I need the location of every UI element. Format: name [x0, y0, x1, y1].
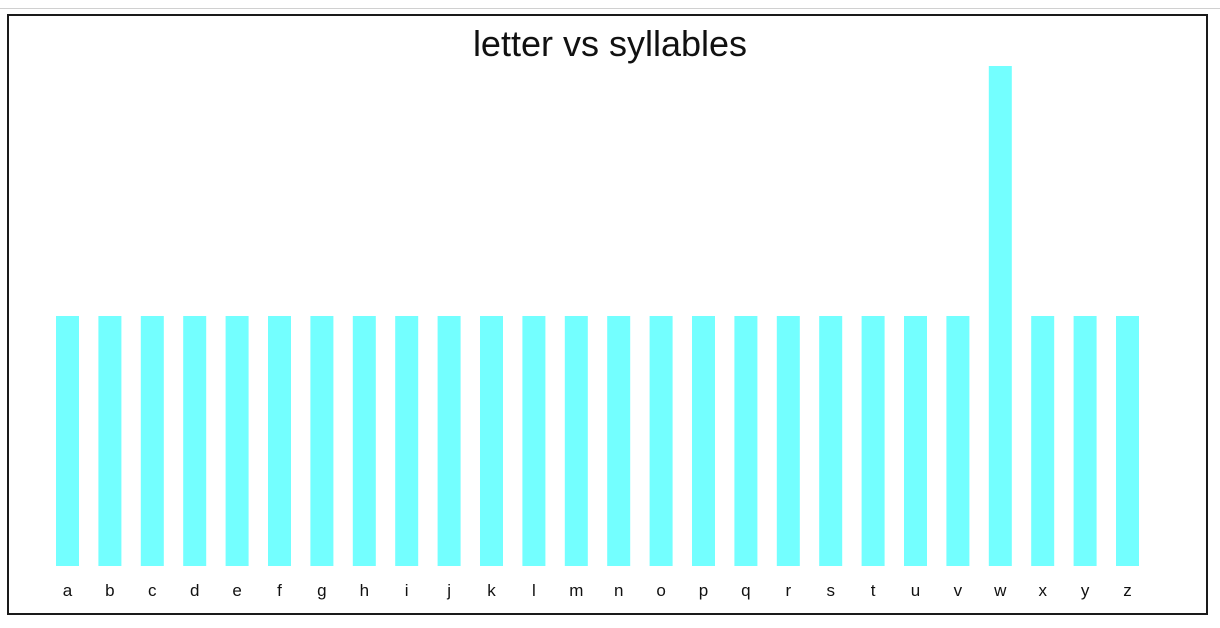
tick-label-p: p [699, 581, 708, 600]
tick-label-a: a [63, 581, 73, 600]
tick-label-g: g [317, 581, 326, 600]
tick-label-j: j [446, 581, 451, 600]
bar-k [480, 316, 503, 566]
tick-label-u: u [911, 581, 920, 600]
bar-y [1073, 316, 1097, 566]
bar-v [946, 316, 970, 566]
bar-b [98, 316, 122, 566]
bar-s [819, 316, 843, 566]
bar-t [861, 316, 885, 566]
tick-label-f: f [277, 581, 282, 600]
tick-label-l: l [532, 581, 536, 600]
chart-title: letter vs syllables [472, 23, 748, 64]
bar-n [607, 316, 631, 566]
tick-label-x: x [1038, 581, 1047, 600]
bar-m [564, 316, 588, 566]
tick-label-v: v [954, 581, 963, 600]
tick-label-e: e [232, 581, 241, 600]
bar-g [310, 316, 334, 566]
tick-label-s: s [826, 581, 835, 600]
tick-label-t: t [871, 581, 876, 600]
bar-l [522, 316, 546, 566]
bar-a [56, 316, 79, 566]
bar-c [140, 316, 164, 566]
tick-label-b: b [105, 581, 114, 600]
top-divider [0, 8, 1220, 9]
tick-label-c: c [148, 581, 157, 600]
bar-f [268, 316, 291, 566]
tick-label-d: d [190, 581, 199, 600]
tick-label-i: i [405, 581, 409, 600]
bar-d [183, 316, 207, 566]
bar-q [734, 316, 758, 566]
bar-u [904, 316, 927, 566]
bar-e [225, 316, 249, 566]
bar-z [1116, 316, 1139, 566]
tick-label-y: y [1081, 581, 1090, 600]
tick-label-o: o [656, 581, 665, 600]
tick-label-r: r [785, 581, 791, 600]
tick-label-k: k [487, 581, 496, 600]
tick-label-w: w [993, 581, 1007, 600]
bar-o [649, 316, 673, 566]
tick-label-m: m [569, 581, 583, 600]
bar-j [437, 316, 461, 566]
bar-h [352, 316, 376, 566]
bar-i [395, 316, 419, 566]
bars-group [56, 66, 1139, 566]
bar-x [1031, 316, 1055, 566]
bar-p [692, 316, 715, 566]
tick-label-h: h [360, 581, 369, 600]
bar-r [776, 316, 800, 566]
tick-label-z: z [1123, 581, 1132, 600]
tick-label-q: q [741, 581, 750, 600]
bar-w [988, 66, 1012, 566]
tick-label-n: n [614, 581, 623, 600]
tick-labels-group: a b c d e f g h i j k l m n o p q r s t u v w x y z [63, 581, 1132, 600]
